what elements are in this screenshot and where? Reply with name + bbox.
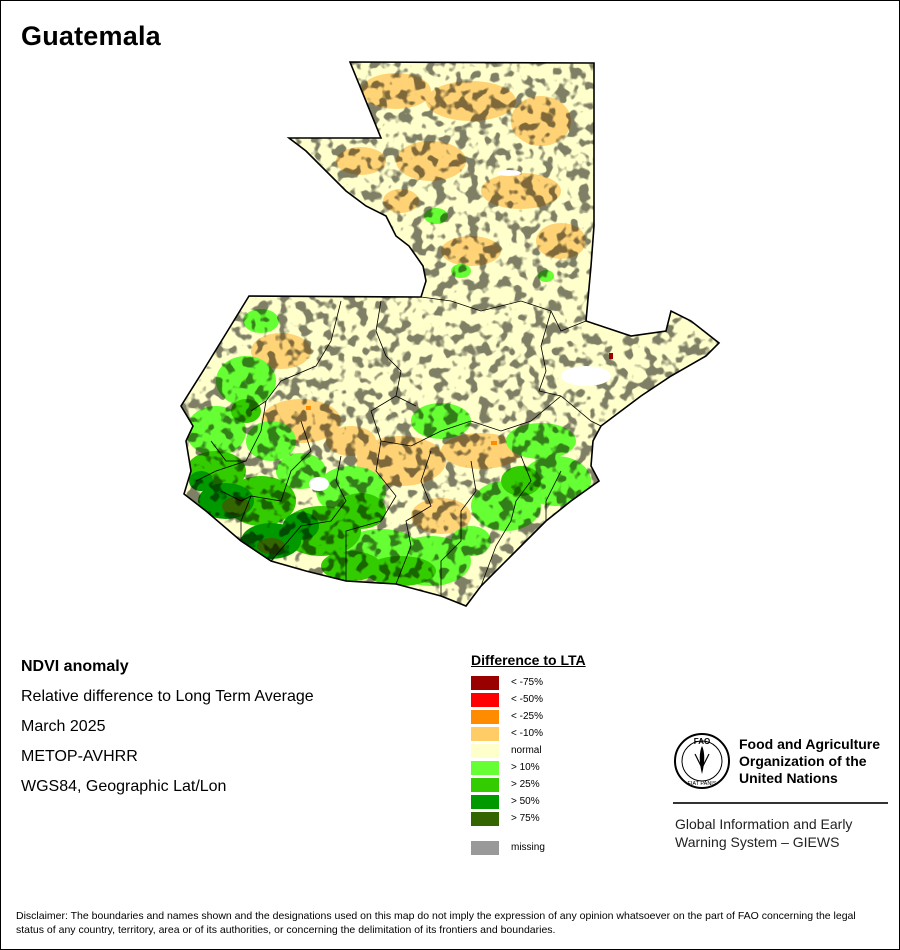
fao-name-line: United Nations: [739, 770, 838, 786]
legend-item: < -10%: [471, 725, 586, 742]
no-data-areas: [309, 170, 611, 491]
legend-swatch: [471, 744, 499, 758]
map-title: Guatemala: [21, 21, 161, 51]
legend-label: > 25%: [511, 779, 540, 790]
fao-emblem-letters: FAO: [694, 737, 710, 746]
disclaimer: Disclaimer: The boundaries and names sho…: [16, 910, 856, 936]
legend-swatch: [471, 812, 499, 826]
legend-label: > 75%: [511, 813, 540, 824]
product-description: Relative difference to Long Term Average: [21, 688, 314, 705]
legend-label: > 10%: [511, 762, 540, 773]
legend-item: > 50%: [471, 793, 586, 810]
time-period: March 2025: [21, 718, 106, 735]
divider: [673, 802, 888, 804]
department-boundaries: [195, 296, 602, 596]
legend-label: missing: [511, 842, 545, 853]
sensor-name: METOP-AVHRR: [21, 748, 138, 765]
deficit-spots: [306, 353, 613, 445]
fao-name: Food and Agriculture Organization of the…: [739, 736, 880, 787]
legend-swatch: [471, 841, 499, 855]
legend-swatch: [471, 710, 499, 724]
legend-swatch: [471, 761, 499, 775]
legend-label: < -10%: [511, 728, 543, 739]
legend-item-missing: missing: [471, 839, 586, 856]
legend-swatch: [471, 693, 499, 707]
legend-items: < -75% < -50% < -25% < -10% normal > 10% > 25%…: [471, 674, 586, 827]
legend-swatch: [471, 676, 499, 690]
fao-name-line: Organization of the: [739, 753, 867, 769]
fao-name-line: Food and Agriculture: [739, 736, 881, 752]
legend-label: < -25%: [511, 711, 543, 722]
legend-item: < -25%: [471, 708, 586, 725]
ndvi-anomaly-raster: [181, 62, 719, 606]
map-info: NDVI anomaly Relative difference to Long…: [21, 657, 314, 807]
fao-emblem-motto: FIAT PANIS: [687, 781, 716, 787]
fao-emblem-icon: FAO FIAT PANIS: [674, 733, 730, 789]
product-name: NDVI anomaly: [21, 658, 129, 675]
legend-swatch: [471, 795, 499, 809]
legend-swatch: [471, 727, 499, 741]
legend-item: < -50%: [471, 691, 586, 708]
legend-item: > 25%: [471, 776, 586, 793]
legend-label: normal: [511, 745, 542, 756]
legend-item: > 10%: [471, 759, 586, 776]
legend-item: < -75%: [471, 674, 586, 691]
legend-label: > 50%: [511, 796, 540, 807]
giews-line: Warning System – GIEWS: [675, 834, 840, 850]
legend: Difference to LTA < -75% < -50% < -25% < -1…: [471, 652, 586, 856]
projection-info: WGS84, Geographic Lat/Lon: [21, 778, 227, 795]
legend-swatch: [471, 778, 499, 792]
legend-item: > 75%: [471, 810, 586, 827]
legend-title: Difference to LTA: [471, 652, 586, 668]
legend-label: < -75%: [511, 677, 543, 688]
legend-item: normal: [471, 742, 586, 759]
legend-label: < -50%: [511, 694, 543, 705]
giews-label: Global Information and Early Warning Sys…: [675, 815, 852, 851]
giews-line: Global Information and Early: [675, 816, 853, 832]
